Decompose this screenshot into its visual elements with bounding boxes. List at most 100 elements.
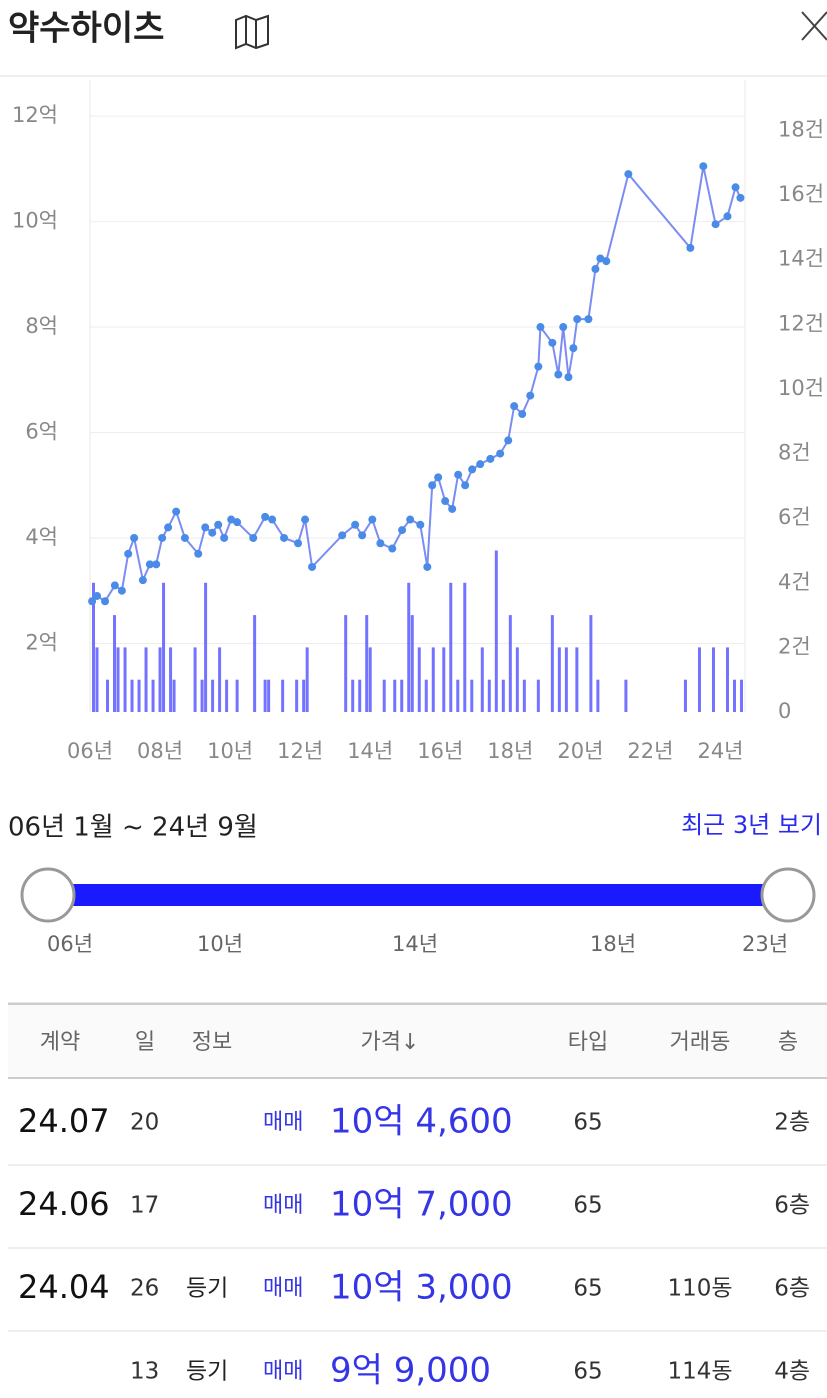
- cell-trade: 매매: [263, 1193, 303, 1218]
- range-handle[interactable]: [20, 867, 76, 923]
- bar: [456, 679, 460, 712]
- price-point: [388, 544, 397, 553]
- x-tick-label: 24년: [697, 739, 743, 763]
- close-button[interactable]: [801, 11, 827, 41]
- price-point: [496, 449, 505, 458]
- price-point: [569, 344, 578, 353]
- y-tick-label: 4억: [25, 525, 58, 549]
- bar: [92, 582, 96, 712]
- bar: [144, 647, 148, 712]
- bar: [501, 679, 505, 712]
- price-point: [711, 220, 720, 229]
- price-point: [624, 170, 633, 179]
- column-header: 정보: [192, 1030, 232, 1055]
- price-point: [736, 193, 745, 202]
- cell-day: 17: [130, 1193, 159, 1219]
- price-point: [441, 497, 450, 506]
- range-tick-label: 23년: [742, 932, 788, 956]
- y2-tick-label: 12건: [778, 311, 824, 335]
- bar: [487, 679, 491, 712]
- bar: [172, 679, 176, 712]
- cell-info: 등기: [186, 1359, 228, 1385]
- bar: [211, 679, 215, 712]
- price-point: [376, 539, 385, 548]
- price-point: [268, 515, 277, 524]
- price-point: [145, 560, 154, 569]
- bar: [235, 679, 239, 712]
- x-tick-label: 08년: [137, 739, 183, 763]
- cell-date: 24.04: [18, 1268, 110, 1306]
- bar: [162, 582, 166, 712]
- range-handle[interactable]: [760, 867, 816, 923]
- bar: [253, 615, 257, 712]
- bar: [417, 647, 421, 712]
- price-point: [486, 454, 495, 463]
- bar: [368, 647, 372, 712]
- bar: [400, 679, 404, 712]
- price-point: [468, 465, 477, 474]
- bar: [305, 647, 309, 712]
- bar: [739, 679, 743, 712]
- cell-info: 등기: [186, 1276, 228, 1302]
- bar: [200, 679, 204, 712]
- bar: [407, 582, 411, 712]
- bar: [344, 615, 348, 712]
- cell-type: 65: [573, 1359, 602, 1385]
- bar: [589, 615, 593, 712]
- price-point: [723, 212, 732, 221]
- bar: [130, 679, 134, 712]
- cell-trade: 매매: [263, 1110, 303, 1135]
- cell-trade: 매매: [263, 1359, 303, 1384]
- recent-button[interactable]: 최근 3년 보기: [681, 811, 822, 839]
- bar: [225, 679, 229, 712]
- price-point: [461, 481, 470, 490]
- price-point: [308, 562, 317, 571]
- bar: [169, 647, 173, 712]
- bar: [302, 679, 306, 712]
- bar: [351, 679, 355, 712]
- price-point: [428, 481, 437, 490]
- cell-floor: 6층: [774, 1276, 810, 1302]
- bar: [683, 679, 687, 712]
- price-point: [454, 470, 463, 479]
- x-tick-label: 10년: [207, 739, 253, 763]
- cell-floor: 6층: [774, 1193, 810, 1219]
- price-point: [117, 586, 126, 595]
- column-header[interactable]: 가격↓: [361, 1030, 420, 1055]
- price-point: [158, 533, 167, 542]
- price-point: [233, 518, 242, 527]
- bar: [442, 647, 446, 712]
- y2-tick-label: 10건: [778, 376, 824, 400]
- price-point: [208, 528, 217, 537]
- bar: [536, 679, 540, 712]
- price-point: [93, 591, 102, 600]
- price-point: [554, 370, 563, 379]
- bar: [515, 647, 519, 712]
- price-point: [172, 507, 181, 516]
- price-point: [249, 533, 258, 542]
- bar: [365, 615, 369, 712]
- bar: [732, 679, 736, 712]
- bar: [95, 647, 99, 712]
- bar: [697, 647, 701, 712]
- bar: [564, 647, 568, 712]
- bar: [508, 615, 512, 712]
- cell-dong: 114동: [667, 1359, 732, 1385]
- price-point: [152, 560, 161, 569]
- price-point: [338, 531, 347, 540]
- column-header: 거래동: [670, 1030, 731, 1055]
- y-tick-label: 6억: [25, 420, 58, 444]
- cell-type: 65: [573, 1276, 602, 1302]
- price-point: [526, 391, 535, 400]
- price-point: [358, 531, 367, 540]
- bar: [393, 679, 397, 712]
- price-point: [398, 526, 407, 535]
- bar: [151, 679, 155, 712]
- bar: [463, 582, 467, 712]
- bar: [550, 615, 554, 712]
- bar: [113, 615, 117, 712]
- price-point: [423, 562, 432, 571]
- map-icon[interactable]: [235, 14, 269, 50]
